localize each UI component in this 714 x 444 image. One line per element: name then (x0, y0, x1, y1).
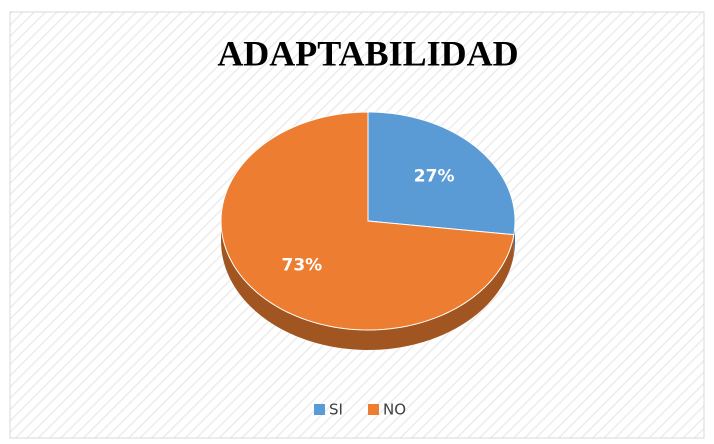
pie-slice (367, 111, 516, 236)
pie-slice (220, 111, 515, 331)
legend-swatch (368, 404, 379, 415)
chart-title: ADAPTABILIDAD (217, 33, 518, 73)
legend-swatch (314, 404, 325, 415)
legend-label: SI (329, 401, 343, 419)
data-label: 73% (281, 256, 322, 276)
data-label: 27% (414, 166, 455, 186)
legend-label: NO (383, 401, 406, 419)
pie-slice-side (221, 221, 514, 350)
